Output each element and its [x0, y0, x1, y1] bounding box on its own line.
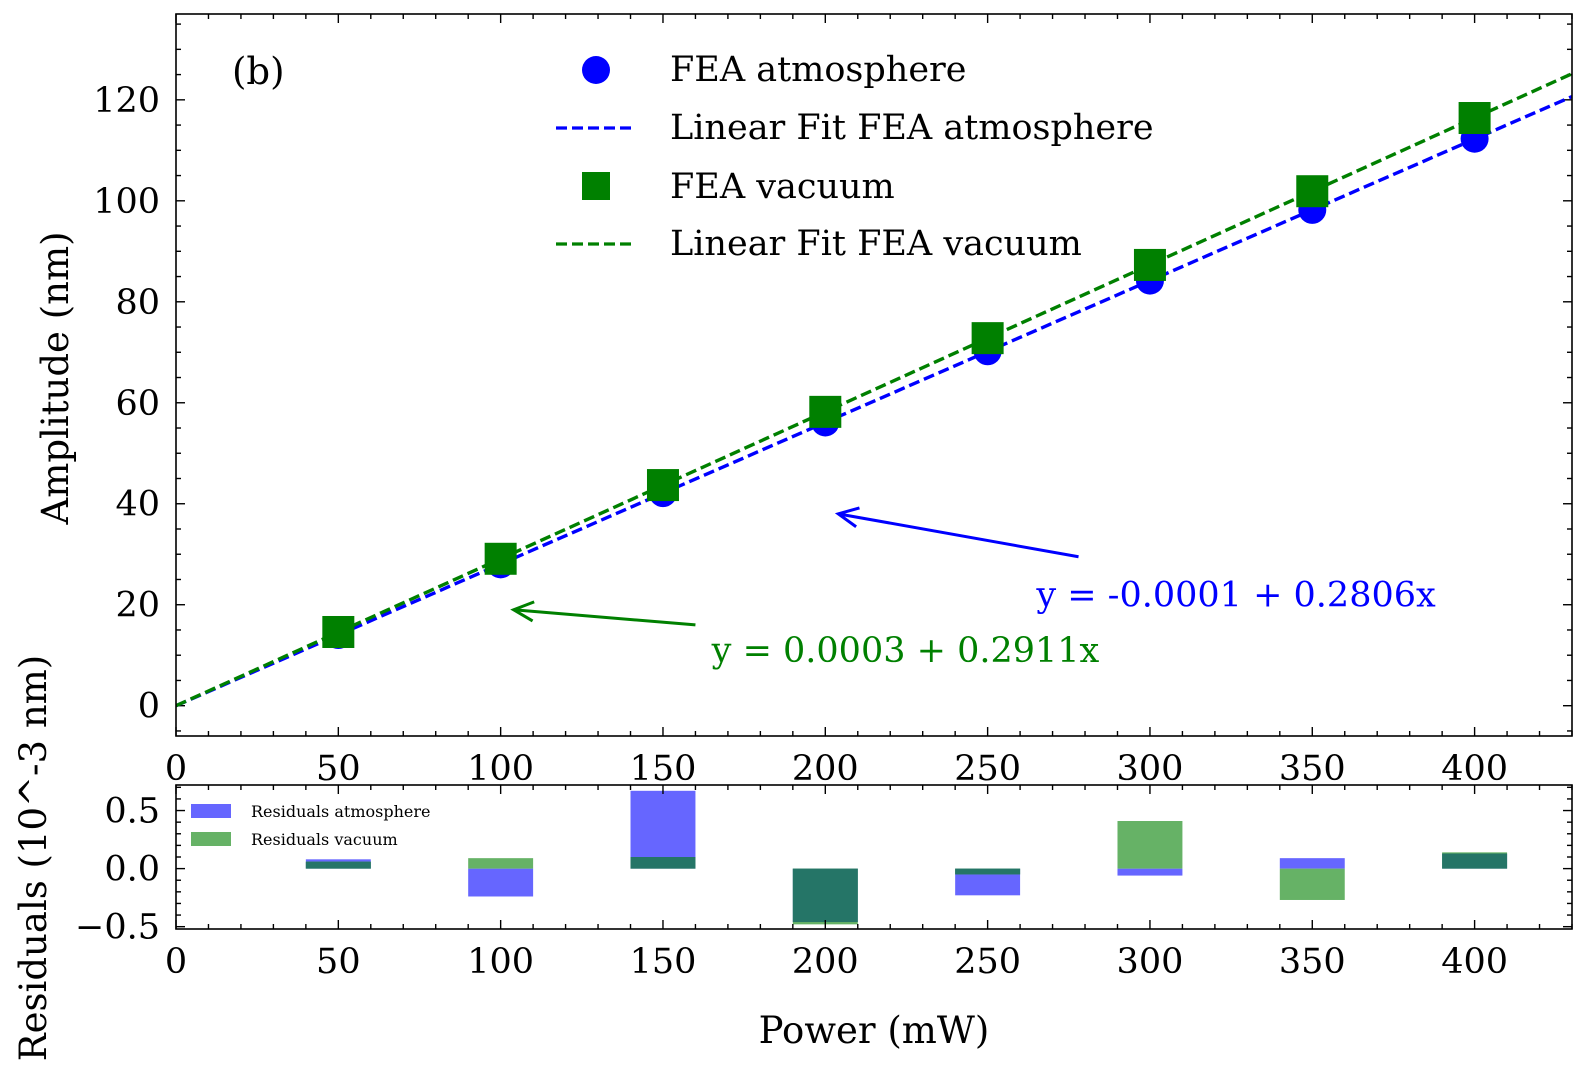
amplitude-x-tick-label: 200: [792, 749, 859, 789]
amplitude-axes-frame: [175, 13, 1573, 737]
amplitude-x-tick-label: 0: [165, 749, 187, 789]
legend-residuals-vacuum-label: Residuals vacuum: [251, 830, 398, 849]
legend-vacuum-fit-label: Linear Fit FEA vacuum: [670, 224, 1082, 264]
amplitude-x-tick-label: 50: [316, 749, 361, 789]
vacuum-fit-equation: y = 0.0003 + 0.2911x: [711, 631, 1100, 671]
amplitude-y-tick-label: 60: [115, 384, 160, 424]
vacuum-point: [646, 469, 679, 502]
legend-atmosphere-fit-label: Linear Fit FEA atmosphere: [670, 108, 1154, 148]
residuals-x-tick-label: 250: [954, 942, 1021, 982]
vacuum-point: [1458, 102, 1491, 135]
x-axis-label: Power (mW): [759, 1009, 990, 1052]
amplitude-y-axis-label: Amplitude (nm): [34, 232, 77, 526]
residual-bar-overlap: [792, 868, 858, 923]
vacuum-point: [809, 395, 842, 428]
annotation-arrow-head: [510, 600, 535, 623]
fit-equation-annotations: y = -0.0001 + 0.2806x y = 0.0003 + 0.2911…: [510, 506, 1436, 671]
vacuum-point: [971, 322, 1004, 355]
amplitude-x-tick-label: 250: [954, 749, 1021, 789]
residuals-y-tick-label: 0.0: [104, 850, 160, 890]
residual-bar-atmosphere: [468, 868, 534, 897]
data-markers: [322, 102, 1491, 650]
residuals-y-axis-label: Residuals (10^-3 nm): [12, 655, 55, 1061]
amplitude-y-tick-label: 80: [115, 283, 160, 323]
residual-bar-atmosphere: [630, 790, 696, 869]
vacuum-point: [1296, 175, 1329, 208]
residual-bar-vacuum: [1279, 868, 1345, 900]
residuals-x-tick-label: 400: [1441, 942, 1508, 982]
amplitude-x-tick-label: 150: [630, 749, 697, 789]
amplitude-panel: 0 50 100 150 200 250 300 350 400020406080100120 …: [34, 13, 1573, 789]
residuals-x-tick-label: 300: [1117, 942, 1184, 982]
legend-vacuum-label: FEA vacuum: [670, 167, 895, 207]
residual-bar-overlap: [630, 857, 696, 869]
annotation-arrow-shaft: [513, 608, 696, 627]
residual-bar-vacuum: [468, 858, 534, 869]
vacuum-point: [484, 542, 517, 575]
amplitude-y-tick-label: 20: [115, 586, 160, 626]
vacuum-point: [322, 615, 355, 648]
amplitude-y-tick-label: 40: [115, 485, 160, 525]
legend-residuals-atmosphere-swatch: [191, 804, 231, 818]
residuals-legend: Residuals atmosphere Residuals vacuum: [191, 802, 430, 849]
residuals-axis-tick-labels: 0 50 100 150 200 250 300 350 400 0.5 0.0 −0.5: [75, 792, 1508, 982]
atmosphere-fit-equation: y = -0.0001 + 0.2806x: [1035, 576, 1436, 616]
amplitude-x-tick-label: 300: [1117, 749, 1184, 789]
residual-bar-atmosphere: [1117, 868, 1183, 876]
amplitude-y-tick-label: 100: [93, 182, 160, 222]
legend-atmosphere-label: FEA atmosphere: [670, 50, 967, 90]
residuals-x-tick-label: 100: [467, 942, 534, 982]
annotation-arrow-head: [834, 506, 860, 528]
residuals-x-tick-label: 0: [165, 942, 187, 982]
amplitude-plot-area: [176, 72, 1572, 708]
residual-bar-atmosphere: [1279, 858, 1345, 869]
residuals-plot-area: [305, 790, 1508, 925]
fit-line-atmosphere: [176, 94, 1572, 708]
amplitude-x-tick-label: 400: [1441, 749, 1508, 789]
legend-residuals-vacuum-swatch: [191, 832, 231, 846]
residuals-axes-frame: [175, 784, 1573, 930]
residual-bars: [305, 790, 1508, 925]
residuals-x-tick-label: 350: [1279, 942, 1346, 982]
residuals-y-tick-label: −0.5: [75, 908, 160, 948]
residual-bar-vacuum: [1117, 821, 1183, 869]
fit-lines: [176, 72, 1572, 708]
residual-bar-overlap: [1442, 853, 1508, 869]
legend-atmosphere-marker: [582, 56, 610, 84]
residuals-x-tick-label: 200: [792, 942, 859, 982]
amplitude-axis-ticks: [175, 14, 1573, 736]
annotation-arrow-shaft: [838, 512, 1079, 559]
amplitude-x-tick-label: 100: [467, 749, 534, 789]
amplitude-y-tick-label: 120: [93, 81, 160, 121]
residuals-x-tick-label: 150: [630, 942, 697, 982]
panel-label: (b): [232, 50, 285, 93]
residual-bar-overlap: [305, 861, 371, 869]
amplitude-legend: FEA atmosphere Linear Fit FEA atmosphere…: [556, 50, 1154, 264]
legend-vacuum-marker: [582, 172, 610, 200]
vacuum-point: [1133, 248, 1166, 281]
residuals-x-tick-label: 50: [316, 942, 361, 982]
residuals-panel: 0 50 100 150 200 250 300 350 400 0.5 0.0 −0.5 Resid…: [12, 655, 1573, 1061]
legend-residuals-atmosphere-label: Residuals atmosphere: [251, 802, 430, 821]
amplitude-axis-tick-labels: 0 50 100 150 200 250 300 350 400 0 20 40 60 80 100 120: [93, 81, 1508, 789]
residuals-y-tick-label: 0.5: [104, 792, 160, 832]
amplitude-y-tick-label: 0: [138, 687, 160, 727]
amplitude-x-tick-label: 350: [1279, 749, 1346, 789]
residual-bar-overlap: [955, 868, 1021, 875]
